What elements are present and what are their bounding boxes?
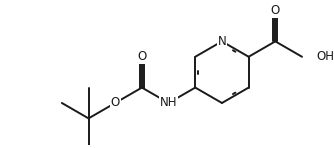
Text: O: O xyxy=(271,4,280,17)
Text: O: O xyxy=(137,50,147,63)
Text: O: O xyxy=(111,96,120,110)
Text: OH: OH xyxy=(316,50,334,63)
Text: NH: NH xyxy=(160,96,177,110)
Text: N: N xyxy=(217,35,226,48)
